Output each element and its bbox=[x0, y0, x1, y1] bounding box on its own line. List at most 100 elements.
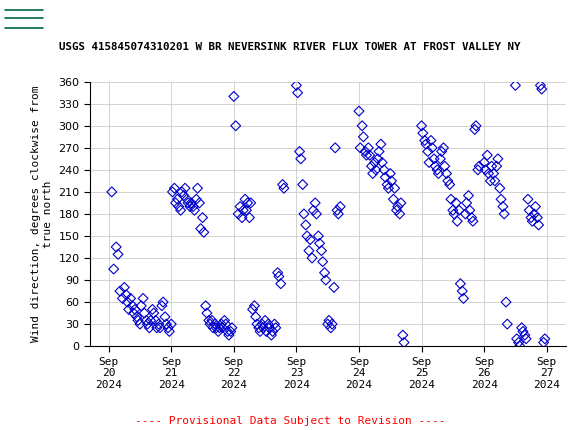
Point bbox=[376, 141, 386, 147]
Point bbox=[136, 302, 146, 309]
Point bbox=[358, 133, 368, 140]
Point bbox=[464, 192, 473, 199]
Point bbox=[465, 207, 474, 214]
Point bbox=[271, 324, 280, 331]
Point bbox=[128, 302, 137, 309]
Point bbox=[470, 126, 480, 133]
Point bbox=[501, 298, 510, 305]
Point bbox=[198, 214, 207, 221]
Point bbox=[149, 310, 158, 316]
Point bbox=[461, 211, 470, 218]
Point bbox=[321, 276, 331, 283]
Point bbox=[532, 214, 542, 221]
Point bbox=[458, 288, 467, 295]
Point bbox=[183, 200, 193, 206]
Point bbox=[182, 196, 191, 203]
Point bbox=[276, 280, 285, 287]
Point bbox=[531, 203, 540, 210]
Point bbox=[238, 207, 248, 214]
Point bbox=[196, 225, 205, 232]
Point bbox=[380, 174, 390, 181]
Point bbox=[160, 313, 169, 320]
Point bbox=[514, 339, 523, 346]
Point bbox=[278, 181, 287, 188]
Point bbox=[130, 306, 140, 313]
Point bbox=[152, 324, 161, 331]
Point bbox=[329, 284, 339, 291]
Point bbox=[447, 196, 456, 203]
Point bbox=[326, 324, 335, 331]
Point bbox=[315, 240, 324, 247]
Point bbox=[191, 196, 201, 203]
Point bbox=[133, 317, 143, 324]
Point bbox=[259, 324, 268, 331]
Point bbox=[304, 247, 314, 254]
Point bbox=[462, 200, 472, 206]
Point bbox=[519, 328, 528, 335]
Point bbox=[362, 152, 371, 159]
Point bbox=[530, 211, 539, 218]
Point bbox=[490, 178, 499, 184]
Point bbox=[398, 332, 407, 338]
Text: USGS: USGS bbox=[52, 11, 107, 29]
Point bbox=[251, 313, 260, 320]
Point bbox=[389, 196, 398, 203]
Point bbox=[292, 82, 301, 89]
Point bbox=[307, 255, 317, 261]
Point bbox=[445, 181, 454, 188]
Point bbox=[528, 218, 537, 225]
Point bbox=[473, 166, 483, 173]
Point bbox=[310, 200, 320, 206]
Point bbox=[331, 144, 340, 151]
Point bbox=[367, 163, 376, 169]
Point bbox=[267, 332, 276, 338]
Point bbox=[503, 321, 512, 328]
Point bbox=[151, 317, 160, 324]
Point bbox=[484, 170, 493, 177]
Point bbox=[199, 229, 208, 236]
Point bbox=[146, 317, 155, 324]
Point bbox=[498, 203, 508, 210]
Point bbox=[512, 335, 521, 342]
Point bbox=[155, 324, 165, 331]
Point bbox=[119, 284, 129, 291]
Point bbox=[472, 122, 481, 129]
Point bbox=[314, 233, 323, 240]
Point bbox=[459, 295, 468, 302]
Point bbox=[483, 152, 492, 159]
Point bbox=[126, 295, 135, 302]
Point bbox=[384, 185, 393, 192]
Point bbox=[168, 188, 177, 195]
Point bbox=[480, 159, 489, 166]
Point bbox=[354, 108, 364, 114]
Point bbox=[427, 144, 437, 151]
Point bbox=[368, 170, 378, 177]
Point bbox=[423, 148, 433, 155]
Point bbox=[255, 328, 264, 335]
Point bbox=[157, 302, 166, 309]
Point bbox=[162, 321, 171, 328]
Point bbox=[122, 291, 131, 298]
Point bbox=[224, 332, 234, 338]
Point bbox=[298, 181, 307, 188]
Point bbox=[132, 313, 142, 320]
Point bbox=[396, 200, 405, 206]
Point bbox=[293, 89, 302, 96]
Point bbox=[493, 155, 502, 162]
Point bbox=[527, 214, 536, 221]
Point bbox=[213, 328, 223, 335]
Point bbox=[365, 152, 374, 159]
Point bbox=[250, 302, 259, 309]
Point bbox=[123, 298, 132, 305]
Point bbox=[334, 211, 343, 218]
Point bbox=[274, 273, 284, 280]
Point bbox=[486, 178, 495, 184]
Point bbox=[139, 295, 148, 302]
Point bbox=[166, 321, 176, 328]
Point bbox=[227, 324, 237, 331]
Point bbox=[143, 321, 152, 328]
Point bbox=[387, 178, 396, 184]
Point bbox=[467, 214, 476, 221]
Point bbox=[109, 266, 118, 273]
Point bbox=[195, 200, 204, 206]
